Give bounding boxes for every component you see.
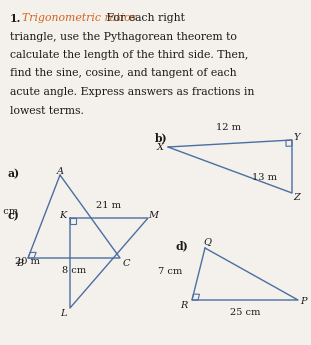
Text: a): a) xyxy=(8,168,20,179)
Text: Q: Q xyxy=(203,237,211,246)
Text: lowest terms.: lowest terms. xyxy=(10,106,84,116)
Text: C: C xyxy=(122,259,130,268)
Text: R: R xyxy=(180,300,188,309)
Text: calculate the length of the third side. Then,: calculate the length of the third side. … xyxy=(10,50,248,60)
Text: X: X xyxy=(156,142,164,151)
Text: Trigonometric ratios: Trigonometric ratios xyxy=(22,13,137,23)
Text: c): c) xyxy=(8,210,20,221)
Text: Z: Z xyxy=(294,193,300,201)
Text: K: K xyxy=(59,210,67,219)
Text: A: A xyxy=(57,167,63,176)
Text: 20 m: 20 m xyxy=(15,257,40,266)
Text: 25 cm: 25 cm xyxy=(230,308,260,317)
Text: For each right: For each right xyxy=(103,13,185,23)
Text: d): d) xyxy=(175,240,188,251)
Text: L: L xyxy=(60,308,66,317)
Text: triangle, use the Pythagorean theorem to: triangle, use the Pythagorean theorem to xyxy=(10,31,237,41)
Text: M: M xyxy=(148,210,158,219)
Text: P: P xyxy=(300,297,306,306)
Text: B: B xyxy=(16,259,24,268)
Text: 1.: 1. xyxy=(10,13,21,24)
Text: acute angle. Express answers as fractions in: acute angle. Express answers as fraction… xyxy=(10,87,254,97)
Text: 13 m: 13 m xyxy=(252,174,277,183)
Text: 21 m: 21 m xyxy=(96,201,122,210)
Text: find the sine, cosine, and tangent of each: find the sine, cosine, and tangent of ea… xyxy=(10,69,237,79)
Text: b): b) xyxy=(155,132,168,143)
Text: 12 m: 12 m xyxy=(216,123,240,132)
Text: 8 cm: 8 cm xyxy=(62,266,86,275)
Text: Y: Y xyxy=(294,134,300,142)
Text: 6 cm: 6 cm xyxy=(0,207,18,217)
Text: 7 cm: 7 cm xyxy=(158,267,182,276)
